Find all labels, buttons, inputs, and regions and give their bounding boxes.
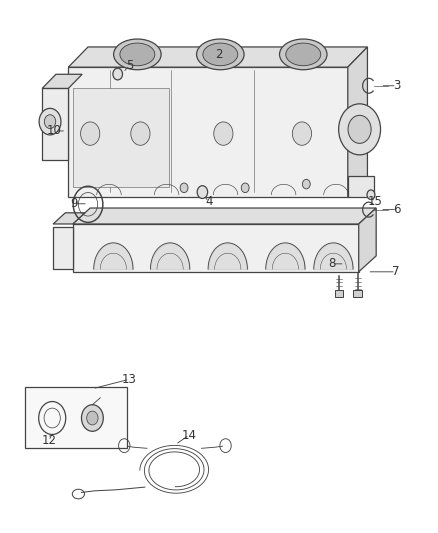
- Polygon shape: [353, 290, 362, 297]
- Circle shape: [81, 405, 103, 431]
- Text: 6: 6: [393, 203, 401, 216]
- Text: 13: 13: [122, 373, 137, 386]
- Circle shape: [214, 122, 233, 146]
- Text: 9: 9: [70, 197, 78, 211]
- Polygon shape: [68, 67, 348, 197]
- Circle shape: [180, 183, 188, 192]
- Circle shape: [131, 122, 150, 146]
- Circle shape: [81, 122, 100, 146]
- Text: 10: 10: [46, 124, 61, 138]
- Polygon shape: [68, 47, 367, 67]
- Polygon shape: [42, 88, 68, 160]
- Circle shape: [113, 68, 123, 80]
- Text: 3: 3: [393, 79, 400, 92]
- Text: 8: 8: [328, 257, 336, 270]
- Text: 12: 12: [41, 434, 56, 447]
- Text: 4: 4: [205, 195, 213, 208]
- Ellipse shape: [113, 39, 161, 70]
- Polygon shape: [73, 224, 359, 272]
- Text: 7: 7: [392, 265, 399, 278]
- Text: 2: 2: [215, 49, 223, 61]
- Polygon shape: [42, 74, 82, 88]
- Circle shape: [39, 108, 61, 135]
- Polygon shape: [348, 176, 374, 197]
- Polygon shape: [359, 208, 376, 272]
- Circle shape: [87, 411, 98, 425]
- Ellipse shape: [197, 39, 244, 70]
- Circle shape: [339, 104, 381, 155]
- Ellipse shape: [203, 43, 238, 66]
- Bar: [25, 387, 127, 448]
- Ellipse shape: [286, 43, 321, 66]
- Polygon shape: [53, 227, 73, 269]
- Text: 5: 5: [126, 59, 133, 72]
- Circle shape: [292, 122, 311, 146]
- Polygon shape: [53, 213, 85, 224]
- Polygon shape: [335, 290, 343, 297]
- Polygon shape: [73, 208, 376, 224]
- Ellipse shape: [120, 43, 155, 66]
- Circle shape: [367, 190, 375, 199]
- Ellipse shape: [279, 39, 327, 70]
- Circle shape: [197, 185, 208, 198]
- Circle shape: [348, 115, 371, 143]
- Text: 14: 14: [182, 429, 197, 441]
- Polygon shape: [73, 88, 169, 187]
- Circle shape: [241, 183, 249, 192]
- Circle shape: [302, 179, 310, 189]
- Text: 15: 15: [368, 195, 383, 208]
- Circle shape: [44, 115, 56, 128]
- Polygon shape: [348, 47, 367, 197]
